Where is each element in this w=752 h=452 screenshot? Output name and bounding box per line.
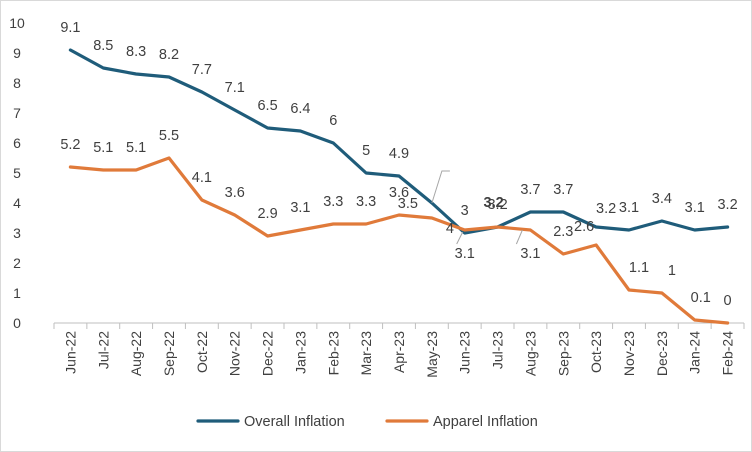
x-axis: Jun-22 Jul-22 Aug-22 Sep-22 Oct-22 Nov-22 Dec-… (53, 322, 745, 378)
overall-data-label: 8.3 (126, 44, 146, 60)
y-tick-label: 8 (13, 75, 21, 91)
overall-data-label: 7.7 (192, 62, 212, 78)
x-tick-label: Nov-23 (621, 331, 637, 376)
x-tick-label: Aug-22 (128, 331, 144, 376)
overall-data-label: 3.1 (619, 200, 639, 216)
y-tick-label: 9 (13, 45, 21, 61)
apparel-data-label: 1 (668, 263, 676, 279)
overall-data-label: 8.5 (93, 38, 113, 54)
x-tick-label: Jun-23 (457, 331, 473, 374)
overall-legend-label: Overall Inflation (244, 414, 345, 430)
y-tick-label: 1 (13, 285, 21, 301)
apparel-data-label: 3.5 (398, 196, 418, 212)
apparel-data-label: 5.1 (126, 140, 146, 156)
y-tick-label: 3 (13, 225, 21, 241)
apparel-data-label: 3.6 (389, 185, 409, 201)
y-axis-labels: 0 1 2 3 4 5 6 7 8 9 10 (9, 15, 25, 331)
y-tick-label: 0 (13, 315, 21, 331)
x-tick-label: Jan-24 (687, 331, 703, 374)
overall-data-label: 3 (461, 203, 469, 219)
overall-data-label: 3.7 (553, 182, 573, 198)
overall-data-label: 3.4 (652, 191, 672, 207)
y-tick-label: 4 (13, 195, 21, 211)
overall-data-label: 6 (329, 113, 337, 129)
x-tick-label: Nov-22 (227, 331, 243, 376)
apparel-data-label: 2.3 (553, 224, 573, 240)
x-tick-label: Jul-22 (95, 331, 111, 369)
x-tick-label: Sep-22 (161, 331, 177, 376)
y-tick-label: 5 (13, 165, 21, 181)
apparel-data-label: 3.6 (225, 185, 245, 201)
leader-lines (431, 170, 523, 245)
x-tick-label: Jul-23 (490, 331, 506, 369)
apparel-data-label: 2.9 (257, 206, 277, 222)
y-tick-label: 10 (9, 15, 25, 31)
overall-data-label: 4.9 (389, 146, 409, 162)
overall-data-label: 3.2 (596, 201, 616, 217)
x-tick-label: Dec-23 (654, 331, 670, 376)
series-lines (68, 48, 730, 325)
x-tick-label: Feb-23 (325, 331, 341, 376)
x-tick-label: Sep-23 (555, 331, 571, 376)
apparel-data-label: 3.3 (323, 194, 343, 210)
x-tick-label: Oct-23 (588, 331, 604, 373)
callout-leader-line (515, 229, 523, 245)
y-tick-label: 6 (13, 135, 21, 151)
x-tick-label: Feb-24 (720, 331, 736, 376)
x-tick-label: Mar-23 (358, 331, 374, 376)
y-tick-label: 7 (13, 105, 21, 121)
x-tick-label: Aug-23 (522, 331, 538, 376)
data-labels: 9.1 8.5 8.3 8.2 7.7 7.1 6.5 6.4 6 5 4.9 43 3.2 3.7 3.7… (60, 20, 737, 309)
overall-data-label: 3.1 (685, 200, 705, 216)
apparel-data-label: 4.1 (192, 170, 212, 186)
callout-leader-line (431, 170, 450, 204)
apparel-data-label: 5.2 (60, 137, 80, 153)
apparel-data-label: 0 (724, 293, 732, 309)
apparel-data-label: 3.1 (455, 246, 475, 262)
overall-data-label: 3.2 (483, 195, 503, 211)
overall-data-label: 3.2 (717, 197, 737, 213)
apparel-data-label: 5.1 (93, 140, 113, 156)
apparel-data-label: 3.3 (356, 194, 376, 210)
overall-data-label: 7.1 (225, 80, 245, 96)
apparel-legend-label: Apparel Inflation (433, 414, 538, 430)
callout-leader-line (456, 231, 464, 245)
y-tick-label: 2 (13, 255, 21, 271)
x-tick-label: Dec-22 (260, 331, 276, 376)
overall-data-label: 9.1 (60, 20, 80, 36)
apparel-data-label: 5.5 (159, 128, 179, 144)
apparel-data-label: 0.1 (691, 290, 711, 306)
overall-data-label: 4 (446, 221, 454, 237)
apparel-inflation-line (68, 156, 730, 325)
apparel-data-label: 3.1 (290, 200, 310, 216)
x-tick-label: May-23 (424, 331, 440, 378)
overall-data-label: 5 (362, 143, 370, 159)
overall-data-label: 3.7 (520, 182, 540, 198)
x-tick-label: Apr-23 (391, 331, 407, 373)
overall-data-label: 6.5 (257, 98, 277, 114)
apparel-data-label: 2.6 (574, 219, 594, 235)
apparel-data-label: 1.1 (629, 260, 649, 276)
overall-data-label: 8.2 (159, 47, 179, 63)
legend: Overall Inflation Apparel Inflation (196, 414, 538, 430)
apparel-data-label: 3.2 (487, 197, 507, 213)
x-tick-label: Oct-22 (194, 331, 210, 373)
x-tick-label: Jun-22 (62, 331, 78, 374)
x-tick-label: Jan-23 (292, 331, 308, 374)
overall-data-label: 6.4 (290, 101, 310, 117)
apparel-data-label: 3.1 (520, 246, 540, 262)
